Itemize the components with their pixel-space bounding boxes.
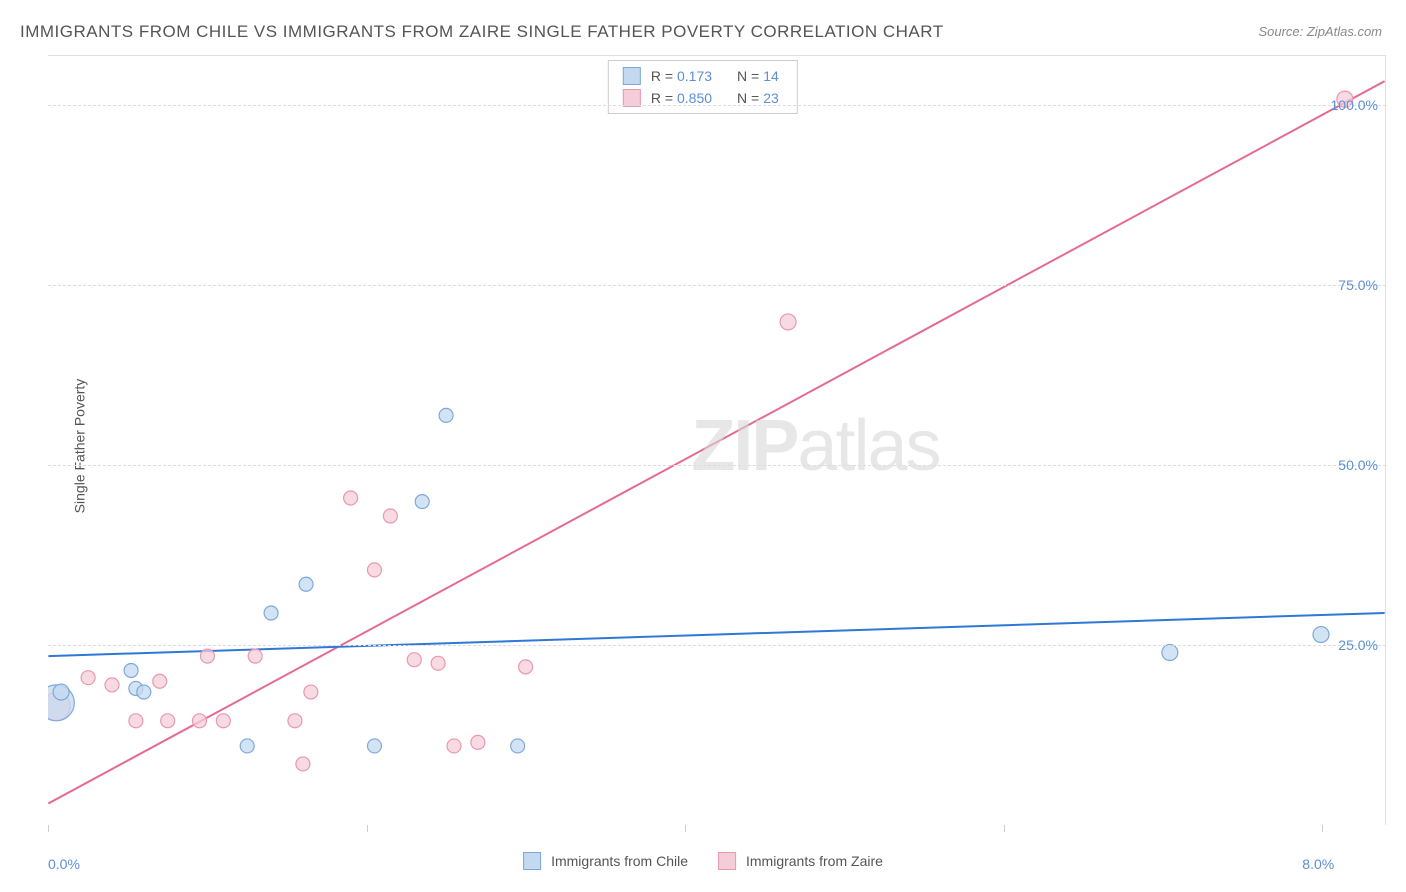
grid-line	[48, 105, 1386, 106]
data-point	[53, 684, 69, 700]
n-value-zaire: 23	[763, 90, 783, 106]
data-point	[367, 739, 381, 753]
y-tick-label: 75.0%	[1338, 277, 1378, 293]
data-point	[288, 714, 302, 728]
data-point	[299, 577, 313, 591]
x-tick-mark	[367, 825, 368, 832]
grid-line	[48, 465, 1386, 466]
x-tick-mark	[1004, 825, 1005, 832]
legend-label-zaire: Immigrants from Zaire	[746, 853, 883, 869]
regression-line	[48, 613, 1384, 656]
data-point	[129, 714, 143, 728]
n-value-chile: 14	[763, 68, 783, 84]
data-point	[415, 495, 429, 509]
series-legend: Immigrants from Chile Immigrants from Za…	[523, 852, 883, 870]
scatter-plot-svg	[48, 56, 1385, 825]
data-point	[81, 671, 95, 685]
x-tick-mark	[685, 825, 686, 832]
legend-label-chile: Immigrants from Chile	[551, 853, 688, 869]
data-point	[383, 509, 397, 523]
r-label: R =	[651, 90, 673, 106]
x-tick-mark	[1322, 825, 1323, 832]
regression-line	[48, 81, 1384, 803]
n-label: N =	[737, 68, 759, 84]
n-label: N =	[737, 90, 759, 106]
data-point	[193, 714, 207, 728]
data-point	[519, 660, 533, 674]
data-point	[1313, 627, 1329, 643]
data-point	[296, 757, 310, 771]
data-point	[431, 656, 445, 670]
data-point	[1162, 645, 1178, 661]
data-point	[447, 739, 461, 753]
plot-area	[48, 55, 1386, 825]
data-point	[105, 678, 119, 692]
data-point	[439, 408, 453, 422]
y-tick-label: 25.0%	[1338, 637, 1378, 653]
data-point	[264, 606, 278, 620]
legend-item-zaire: Immigrants from Zaire	[718, 852, 883, 870]
data-point	[304, 685, 318, 699]
grid-line	[48, 645, 1386, 646]
chart-title: IMMIGRANTS FROM CHILE VS IMMIGRANTS FROM…	[20, 22, 944, 42]
source-attribution: Source: ZipAtlas.com	[1258, 24, 1382, 39]
data-point	[216, 714, 230, 728]
chart-container: IMMIGRANTS FROM CHILE VS IMMIGRANTS FROM…	[0, 0, 1406, 892]
chile-swatch	[623, 67, 641, 85]
x-tick-label: 0.0%	[48, 856, 80, 872]
x-tick-mark	[48, 825, 49, 832]
data-point	[200, 649, 214, 663]
data-point	[137, 685, 151, 699]
r-label: R =	[651, 68, 673, 84]
data-point	[511, 739, 525, 753]
data-point	[471, 735, 485, 749]
data-point	[780, 314, 796, 330]
r-value-zaire: 0.850	[677, 90, 719, 106]
y-tick-label: 100.0%	[1331, 97, 1378, 113]
zaire-swatch	[623, 89, 641, 107]
chile-swatch-icon	[523, 852, 541, 870]
x-tick-label: 8.0%	[1302, 856, 1334, 872]
data-point	[367, 563, 381, 577]
data-point	[407, 653, 421, 667]
legend-row-chile: R = 0.173 N = 14	[609, 65, 797, 87]
data-point	[161, 714, 175, 728]
data-point	[240, 739, 254, 753]
grid-line	[48, 285, 1386, 286]
data-point	[153, 674, 167, 688]
legend-item-chile: Immigrants from Chile	[523, 852, 688, 870]
zaire-swatch-icon	[718, 852, 736, 870]
data-point	[344, 491, 358, 505]
data-point	[248, 649, 262, 663]
r-value-chile: 0.173	[677, 68, 719, 84]
data-point	[124, 663, 138, 677]
y-tick-label: 50.0%	[1338, 457, 1378, 473]
